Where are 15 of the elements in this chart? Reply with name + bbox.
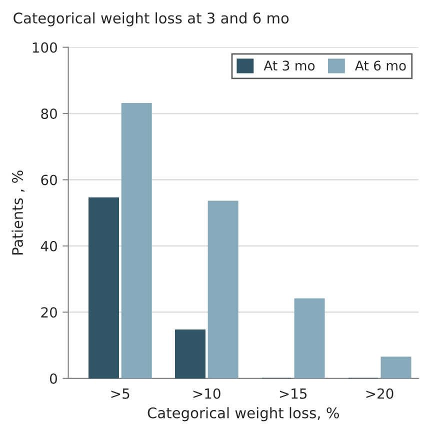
y-tick-label: 40 bbox=[40, 240, 57, 252]
legend-label: At 6 mo bbox=[355, 60, 406, 71]
x-tick-label: >10 bbox=[193, 388, 220, 399]
x-tick-label: >5 bbox=[111, 388, 130, 399]
x-axis-title: Categorical weight loss, % bbox=[148, 407, 339, 422]
y-tick-label: 100 bbox=[32, 42, 57, 53]
y-tick-label: 60 bbox=[41, 174, 57, 186]
legend-label: At 3 mo bbox=[264, 60, 315, 71]
x-tick-label: >20 bbox=[366, 388, 394, 399]
y-tick-label: 80 bbox=[41, 108, 57, 119]
y-axis-title: Patients , % bbox=[12, 170, 24, 254]
y-tick-label: 20 bbox=[41, 307, 57, 318]
x-tick-label: >15 bbox=[280, 388, 307, 399]
y-tick-label: 0 bbox=[50, 373, 57, 384]
chart-title: Categorical weight loss at 3 and 6 mo bbox=[14, 12, 289, 26]
